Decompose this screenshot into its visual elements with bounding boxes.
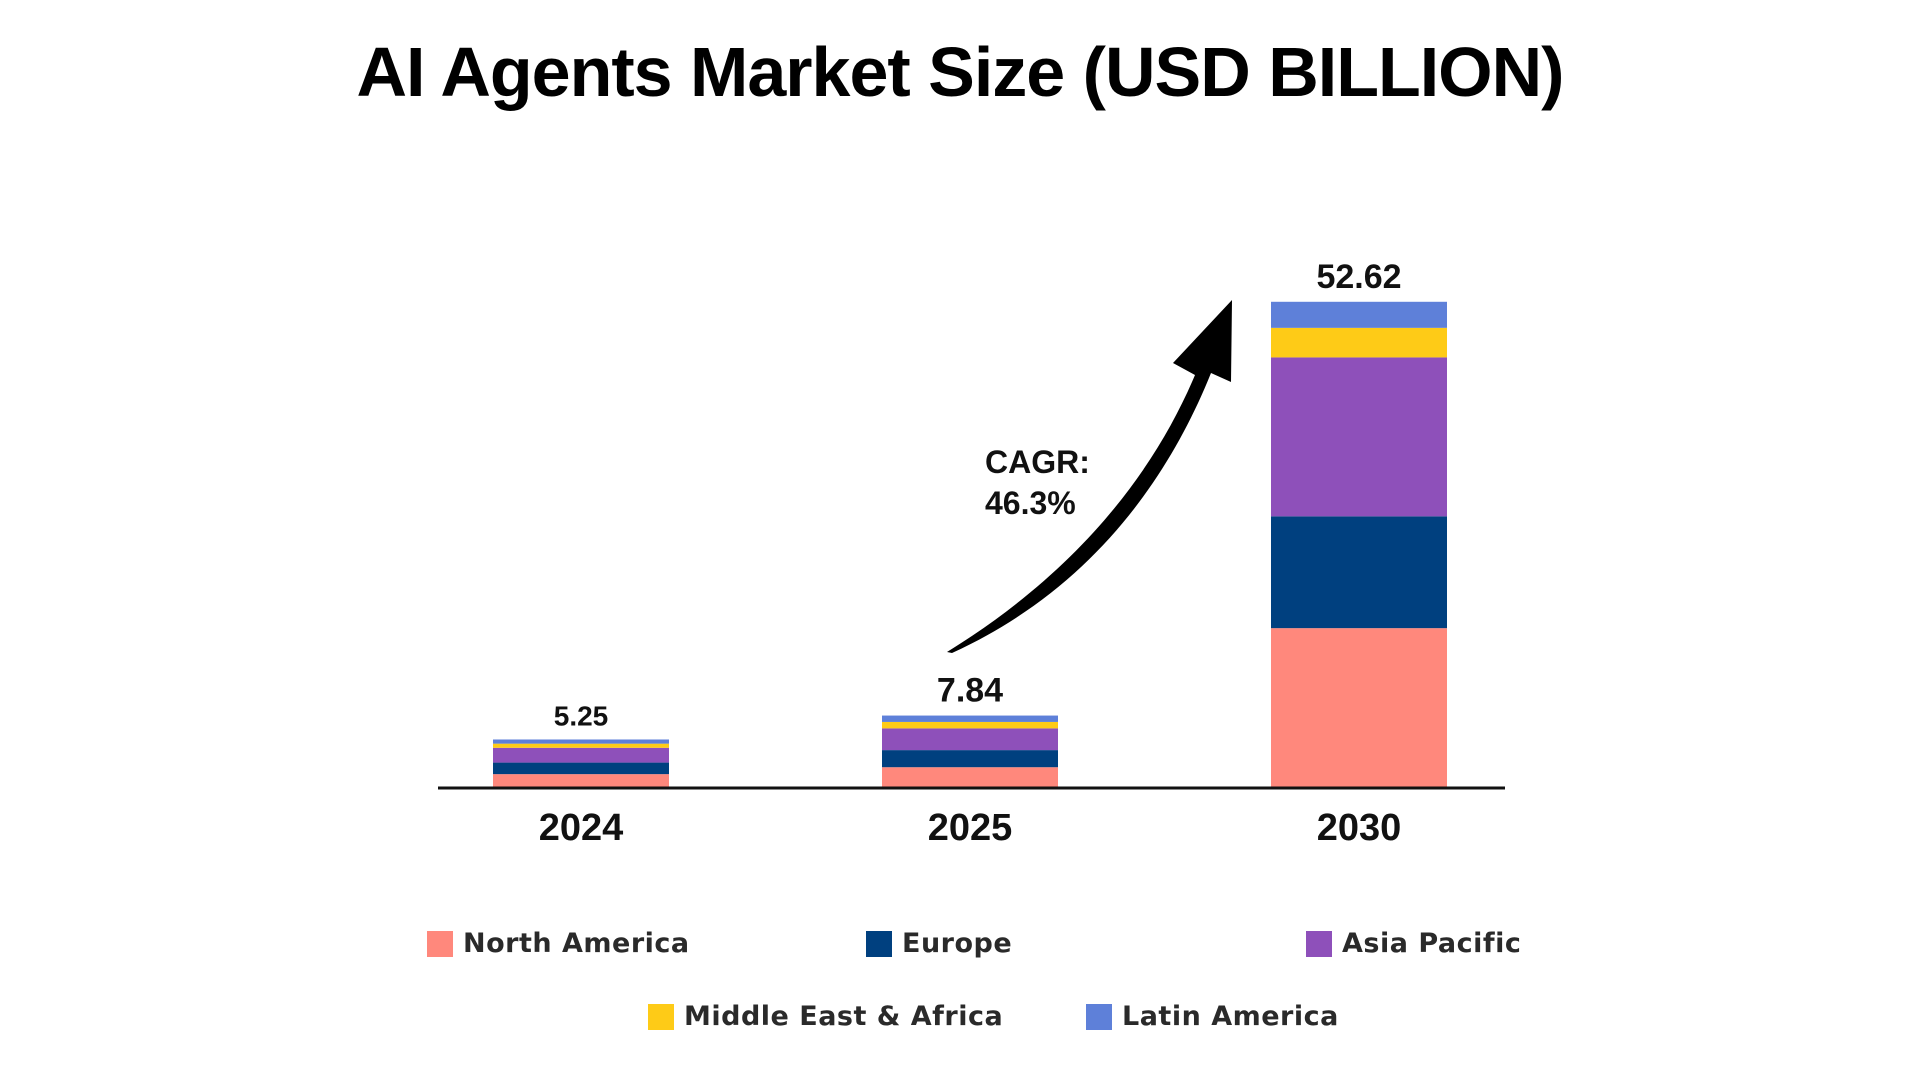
total-label-2024: 5.25 [554,700,609,731]
bar-2030-middle-east-africa [1271,327,1447,358]
bar-segments [493,301,1447,788]
legend-label: Europe [902,928,1013,959]
bar-2030-north-america [1271,628,1447,788]
bar-2025-asia-pacific [882,728,1058,751]
cagr-arrow-icon [947,300,1232,653]
cagr-label: CAGR: [985,444,1090,480]
legend-swatch [648,1003,674,1030]
legend-label: Latin America [1122,1001,1339,1032]
x-tick-2024: 2024 [539,807,624,849]
x-tick-labels: 2024 2025 2030 [539,807,1402,849]
legend-swatch [427,930,453,957]
bar-2030-asia-pacific [1271,357,1447,517]
bar-2025-north-america [882,767,1058,788]
bar-2025-latin-america [882,715,1058,722]
legend-swatch [1306,930,1332,957]
bar-2024-asia-pacific [493,747,669,763]
x-tick-2025: 2025 [928,807,1013,849]
total-label-2025: 7.84 [937,672,1003,710]
legend-item-europe: Europe [866,928,1012,959]
legend-label: North America [463,928,690,959]
legend-item-middle-east-africa: Middle East & Africa [648,1001,1003,1032]
chart-title: AI Agents Market Size (USD BILLION) [356,33,1565,111]
x-tick-2030: 2030 [1317,807,1402,849]
bar-2024-europe [493,762,669,775]
bar-2030-latin-america [1271,301,1447,328]
legend-swatch [1086,1003,1112,1030]
legend-item-latin-america: Latin America [1086,1001,1339,1032]
bar-2025-europe [882,750,1058,768]
bar-total-labels: 5.25 7.84 52.62 [554,258,1402,732]
total-label-2030: 52.62 [1316,258,1401,296]
legend-swatch [866,930,892,957]
legend-item-asia-pacific: Asia Pacific [1306,928,1521,959]
bar-2024-north-america [493,774,669,788]
bar-2030-europe [1271,516,1447,629]
cagr-value: 46.3% [985,485,1076,521]
legend-label: Middle East & Africa [684,1001,1004,1032]
legend-item-north-america: North America [427,928,690,959]
legend-label: Asia Pacific [1342,928,1522,959]
bar-2024-middle-east-africa [493,743,669,748]
bar-2025-middle-east-africa [882,721,1058,729]
bar-2024-latin-america [493,739,669,744]
